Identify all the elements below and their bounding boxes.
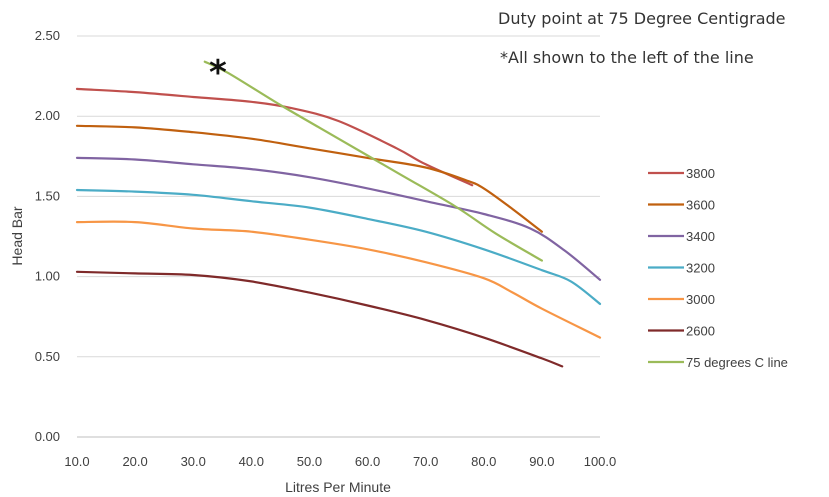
series-line-75-degrees-c-line — [203, 60, 543, 262]
series-lines — [75, 60, 602, 368]
x-tick-label: 100.0 — [584, 454, 617, 469]
y-axis-ticks: 0.00 0.50 1.00 1.50 2.00 2.50 — [35, 28, 60, 444]
y-tick-label: 1.00 — [35, 269, 60, 284]
legend-label: 3000 — [686, 292, 715, 307]
annotation-left-of-line: *All shown to the left of the line — [500, 48, 754, 67]
annotation-duty-point: Duty point at 75 Degree Centigrade — [498, 9, 786, 28]
gridlines — [77, 35, 600, 358]
legend-label: 3800 — [686, 166, 715, 181]
legend-item-3400: 3400 — [648, 229, 715, 244]
y-tick-label: 0.00 — [35, 429, 60, 444]
y-tick-label: 2.00 — [35, 108, 60, 123]
legend-item-3800: 3800 — [648, 166, 715, 181]
series-line-3000 — [75, 220, 602, 339]
x-axis-ticks: 10.0 20.0 30.0 40.0 50.0 60.0 70.0 80.0 90.0 100.… — [64, 454, 616, 469]
x-tick-label: 50.0 — [297, 454, 322, 469]
x-tick-label: 10.0 — [64, 454, 89, 469]
y-tick-label: 0.50 — [35, 349, 60, 364]
legend-label: 2600 — [686, 324, 715, 339]
y-tick-label: 1.50 — [35, 188, 60, 203]
series-line-3200 — [75, 188, 602, 305]
legend-item-3000: 3000 — [648, 292, 715, 307]
legend-item-3200: 3200 — [648, 261, 715, 276]
series-line-3400 — [75, 156, 602, 281]
x-tick-label: 90.0 — [529, 454, 554, 469]
legend: 3800 3600 3400 3200 3000 2600 75 degrees C lin… — [648, 166, 788, 370]
x-tick-label: 40.0 — [239, 454, 264, 469]
legend-label: 3200 — [686, 261, 715, 276]
annotation-star: * — [209, 53, 227, 93]
x-tick-label: 60.0 — [355, 454, 380, 469]
x-axis-title: Litres Per Minute — [285, 479, 391, 495]
x-tick-label: 70.0 — [413, 454, 438, 469]
x-tick-label: 20.0 — [122, 454, 147, 469]
series-line-3800 — [75, 87, 474, 187]
series-line-2600 — [75, 270, 564, 368]
y-axis-title: Head Bar — [9, 206, 25, 265]
legend-label: 3600 — [686, 198, 715, 213]
x-tick-label: 30.0 — [181, 454, 206, 469]
legend-label: 3400 — [686, 229, 715, 244]
series-line-3600 — [75, 124, 543, 233]
legend-item-3600: 3600 — [648, 198, 715, 213]
legend-item-2600: 2600 — [648, 324, 715, 339]
x-tick-label: 80.0 — [471, 454, 496, 469]
legend-label: 75 degrees C line — [686, 355, 788, 370]
legend-item-75-degrees-c-line: 75 degrees C line — [648, 355, 788, 370]
y-tick-label: 2.50 — [35, 28, 60, 43]
